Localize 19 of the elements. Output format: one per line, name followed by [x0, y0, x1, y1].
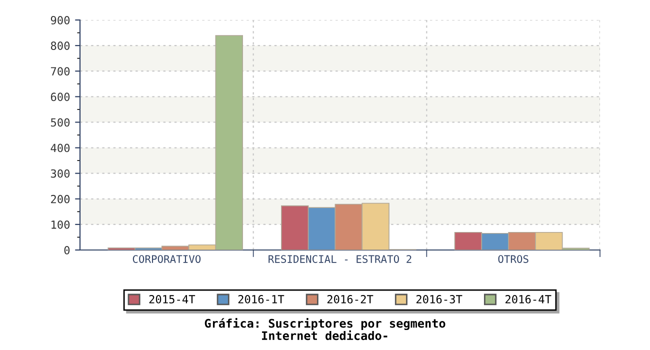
y-tick-label: 800 — [50, 42, 70, 50]
x-tick-label: OTROS — [498, 255, 528, 263]
legend-label: 2016-2T — [327, 295, 374, 304]
y-tick-label: 600 — [50, 92, 70, 102]
x-tick-label: CORPORATIVO — [132, 255, 201, 263]
legend-label: 2015-4T — [149, 295, 196, 304]
legend-label: 2016-1T — [238, 295, 284, 304]
x-tick-label: RESIDENCIAL - ESTRATO 2 — [268, 255, 412, 263]
y-tick-label: 100 — [52, 220, 70, 229]
legend-label: 2016-4T — [506, 295, 552, 304]
y-tick-label: 0 — [64, 246, 70, 254]
legend-label: 2016-3T — [416, 295, 462, 304]
y-tick-label: 400 — [50, 144, 70, 152]
y-tick-label: 200 — [51, 194, 70, 204]
y-tick-label: 900 — [50, 16, 70, 24]
y-tick-label: 700 — [50, 67, 70, 76]
text: Gráfica: Suscriptores por segmento Internet dedicado- — [204, 318, 446, 340]
y-tick-label: 500 — [50, 118, 70, 127]
y-tick-label: 300 — [50, 169, 70, 178]
